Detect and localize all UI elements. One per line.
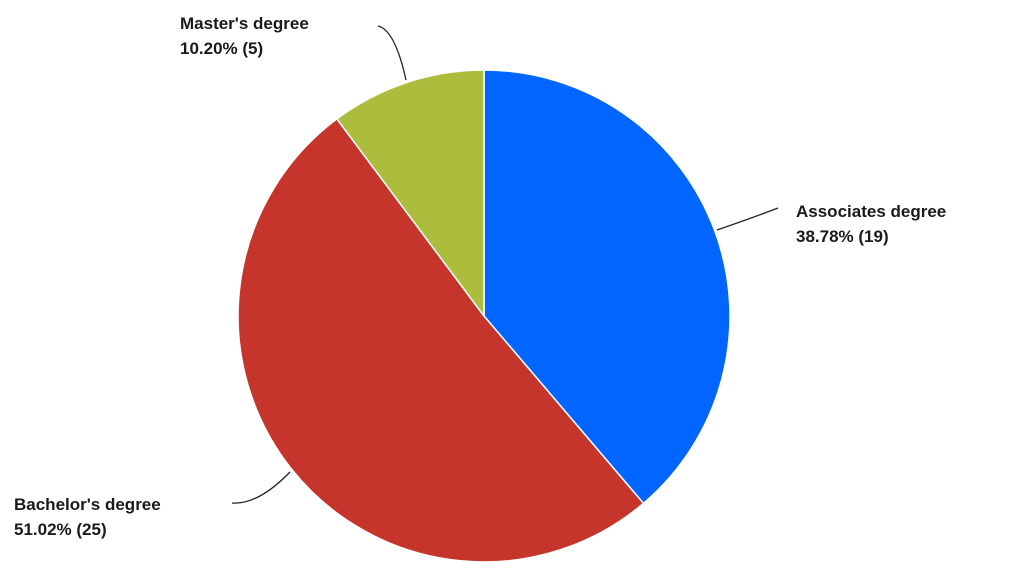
pie-slice-bachelor-s-degree[interactable] [237, 117, 645, 562]
leader-line [231, 471, 291, 504]
pie-slice-associates-degree[interactable] [483, 69, 731, 505]
pie-slices [237, 69, 731, 562]
slice-label-value: 10.20% (5) [180, 39, 263, 58]
slice-label-name: Bachelor's degree [14, 495, 161, 514]
slice-label-name: Master's degree [180, 14, 309, 33]
slice-label-name: Associates degree [796, 202, 946, 221]
slice-label-value: 51.02% (25) [14, 520, 107, 539]
leader-line [377, 25, 407, 81]
leader-line [716, 207, 779, 231]
leader-lines [231, 25, 779, 504]
slice-label-value: 38.78% (19) [796, 227, 889, 246]
pie-slice-master-s-degree[interactable] [335, 69, 485, 319]
slice-labels: Associates degree 38.78% (19) Bachelor's d… [14, 14, 946, 539]
